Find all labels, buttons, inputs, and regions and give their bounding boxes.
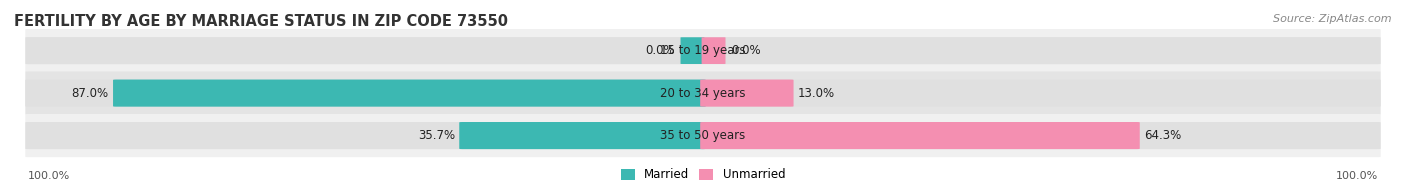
Text: 100.0%: 100.0%	[1336, 171, 1378, 181]
Text: 64.3%: 64.3%	[1144, 129, 1181, 142]
Text: 100.0%: 100.0%	[28, 171, 70, 181]
Text: Source: ZipAtlas.com: Source: ZipAtlas.com	[1274, 14, 1392, 24]
FancyBboxPatch shape	[25, 29, 1381, 72]
FancyBboxPatch shape	[25, 37, 1381, 64]
Text: 35.7%: 35.7%	[418, 129, 456, 142]
FancyBboxPatch shape	[25, 122, 1381, 149]
Text: 13.0%: 13.0%	[797, 87, 835, 100]
Text: FERTILITY BY AGE BY MARRIAGE STATUS IN ZIP CODE 73550: FERTILITY BY AGE BY MARRIAGE STATUS IN Z…	[14, 14, 508, 29]
FancyBboxPatch shape	[460, 122, 706, 149]
Text: 0.0%: 0.0%	[731, 44, 761, 57]
FancyBboxPatch shape	[25, 72, 1381, 115]
FancyBboxPatch shape	[681, 37, 704, 64]
Text: 15 to 19 years: 15 to 19 years	[661, 44, 745, 57]
FancyBboxPatch shape	[25, 80, 1381, 107]
FancyBboxPatch shape	[700, 122, 1140, 149]
Text: 87.0%: 87.0%	[72, 87, 108, 100]
Text: 0.0%: 0.0%	[645, 44, 675, 57]
FancyBboxPatch shape	[702, 37, 725, 64]
Text: 35 to 50 years: 35 to 50 years	[661, 129, 745, 142]
Text: 20 to 34 years: 20 to 34 years	[661, 87, 745, 100]
FancyBboxPatch shape	[25, 114, 1381, 157]
Legend: Married, Unmarried: Married, Unmarried	[616, 164, 790, 186]
FancyBboxPatch shape	[700, 80, 793, 107]
FancyBboxPatch shape	[112, 80, 706, 107]
